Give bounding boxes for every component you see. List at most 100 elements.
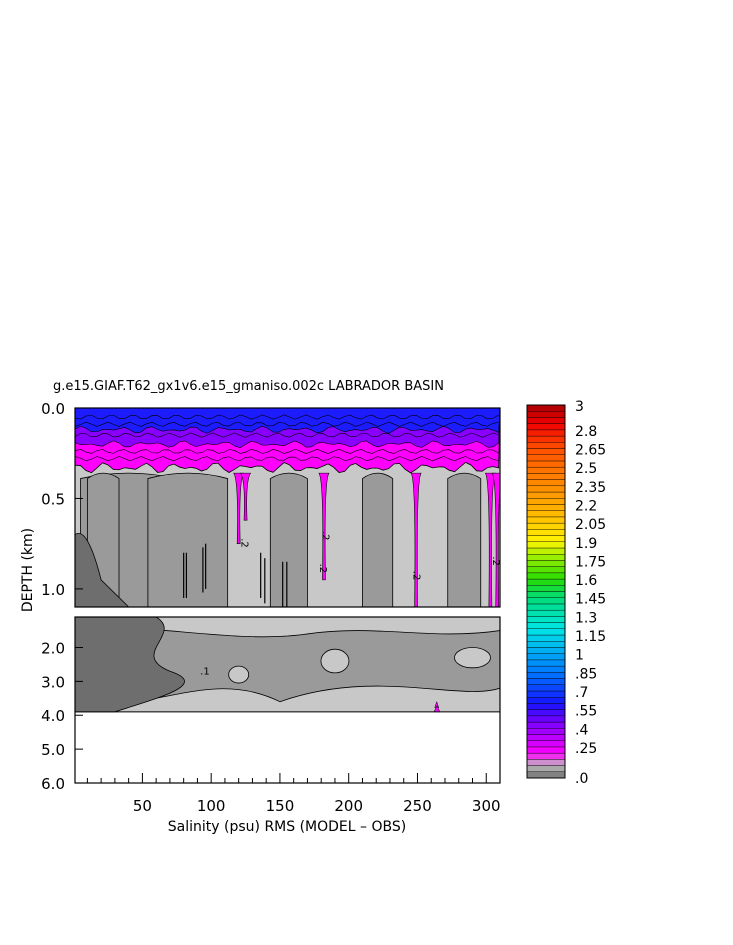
colorbar-swatch — [526, 591, 566, 598]
colorbar-swatch — [526, 647, 566, 654]
colorbar-swatch — [526, 442, 566, 449]
colorbar-swatch — [526, 529, 566, 536]
colorbar-swatch — [526, 690, 566, 698]
gray-column — [147, 472, 229, 607]
magenta-plume — [410, 472, 422, 607]
x-tick-label: 50 — [133, 797, 152, 815]
gray-column — [447, 472, 482, 607]
colorbar: 3 2.8 2.65 2.5 2.35 2.2 2.05 1.9 1.75 1.6 1.45 1.3 1… — [526, 399, 606, 787]
y-tick-label: 5.0 — [41, 741, 65, 759]
contour-line — [75, 414, 499, 420]
colorbar-swatch — [526, 740, 566, 748]
colorbar-swatch — [526, 516, 566, 524]
y-tick-label: 3.0 — [41, 673, 65, 691]
magenta-plume — [491, 472, 500, 607]
magenta-plume — [239, 472, 252, 521]
colorbar-swatch — [526, 473, 566, 480]
magenta-plume — [484, 472, 496, 607]
colorbar-swatch — [526, 628, 566, 636]
colorbar-swatch — [526, 510, 566, 518]
colorbar-swatch — [526, 411, 566, 418]
y-tick-label: 4.0 — [41, 707, 65, 725]
colorbar-tick-label: 1.6 — [575, 573, 597, 589]
colorbar-swatch — [526, 771, 566, 779]
colorbar-swatch — [526, 616, 566, 623]
colorbar-tick-label: .55 — [575, 704, 597, 720]
colorbar-tick-label: 1.15 — [575, 629, 606, 645]
colorbar-swatch — [526, 585, 566, 592]
x-axis-label: Salinity (psu) RMS (MODEL – OBS) — [168, 819, 406, 835]
colorbar-tick-label: 2.8 — [575, 424, 597, 440]
colorbar-tick-label: .0 — [575, 771, 588, 787]
colorbar-swatch — [526, 566, 566, 574]
colorbar-swatch — [526, 721, 566, 729]
gray-column — [362, 472, 394, 607]
colorbar-swatch — [526, 554, 566, 561]
light-patch — [228, 665, 250, 684]
colorbar-tick-label: 2.05 — [575, 517, 606, 533]
colorbar-swatch — [526, 541, 566, 549]
contour-label: .2 — [410, 571, 421, 581]
colorbar-tick-label: .85 — [575, 666, 597, 682]
colorbar-swatch — [526, 578, 566, 586]
colorbar-swatch — [526, 765, 566, 772]
contour-label: .2 — [238, 538, 249, 548]
x-tick-label: 250 — [403, 797, 432, 815]
x-tick-label: 100 — [197, 797, 226, 815]
colorbar-swatch — [526, 759, 566, 766]
dark-region — [75, 617, 185, 713]
colorbar-swatch — [526, 609, 566, 617]
colorbar-swatch — [526, 448, 566, 455]
y-tick-label: 2.0 — [41, 639, 65, 657]
lower-panel: .1 — [74, 616, 501, 784]
contour-label: .1 — [200, 667, 210, 678]
y-axis-label: DEPTH (km) — [20, 528, 36, 612]
y-tick-label: 0.5 — [41, 490, 65, 508]
upper-field: .2 .2 .2 .2 .2 — [75, 408, 500, 607]
colorbar-tick-label: 1.45 — [575, 592, 606, 608]
colorbar-swatch — [526, 417, 566, 424]
colorbar-swatch — [526, 653, 566, 661]
blue-layer — [75, 408, 500, 434]
x-tick-label: 200 — [334, 797, 363, 815]
dark-region — [75, 533, 130, 607]
colorbar-swatch — [526, 665, 566, 673]
colorbar-swatch — [526, 466, 566, 474]
contour-label: .2 — [320, 531, 331, 541]
colorbar-tick-label: 1.3 — [575, 610, 597, 626]
y-tick-label: 6.0 — [41, 775, 65, 793]
colorbar-swatch — [526, 404, 566, 412]
colorbar-tick-label: 1 — [575, 648, 584, 664]
colorbar-swatch — [526, 485, 566, 493]
colorbar-swatch — [526, 597, 566, 605]
colorbar-swatch — [526, 504, 566, 511]
contour-label: .2 — [317, 564, 328, 574]
colorbar-swatch — [526, 572, 566, 580]
colorbar-swatch — [526, 728, 566, 735]
colorbar-frame — [526, 404, 566, 779]
colorbar-swatch — [526, 715, 566, 723]
colorbar-swatch — [526, 460, 566, 468]
colorbar-swatch — [526, 423, 566, 431]
colorbar-swatch — [526, 522, 566, 530]
chart-title: g.e15.GIAF.T62_gx1v6.e15_gmaniso.002c LA… — [53, 379, 444, 394]
magenta-plume — [318, 472, 330, 581]
colorbar-swatch — [526, 703, 566, 710]
contour-line — [75, 432, 499, 438]
colorbar-swatch — [526, 491, 566, 499]
colorbar-tick-label: 2.5 — [575, 461, 597, 477]
colorbar-swatch — [526, 734, 566, 741]
colorbar-swatch — [526, 634, 566, 642]
x-tick-label: 150 — [266, 797, 295, 815]
colorbar-tick-label: 2.35 — [575, 480, 606, 496]
light-patch — [320, 648, 350, 674]
colorbar-swatch — [526, 709, 566, 717]
upper-frame — [74, 407, 501, 608]
colorbar-swatch — [526, 435, 566, 443]
colorbar-swatch — [526, 746, 566, 754]
colorbar-tick-label: 1.75 — [575, 554, 606, 570]
colorbar-swatch — [526, 641, 566, 648]
colorbar-tick-label: .4 — [575, 722, 588, 738]
colorbar-swatch — [526, 678, 566, 685]
colorbar-swatch — [526, 659, 566, 667]
